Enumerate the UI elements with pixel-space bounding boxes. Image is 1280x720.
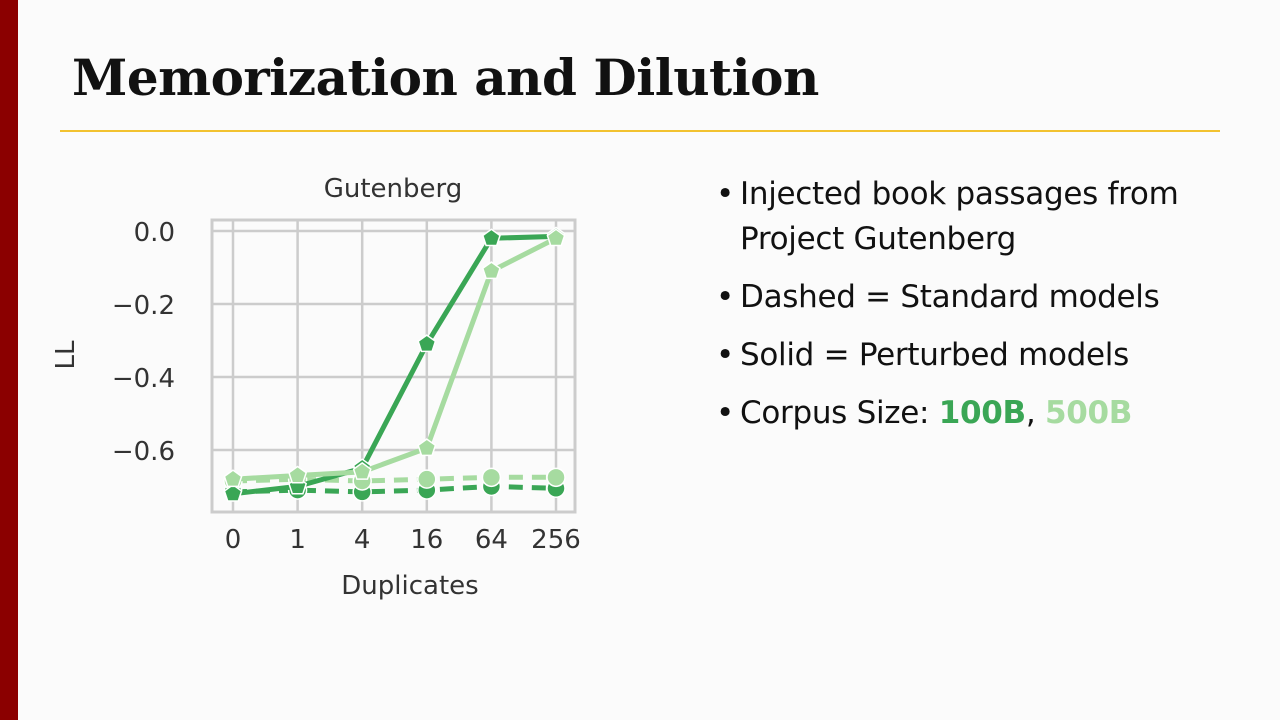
data-point xyxy=(417,469,437,489)
data-point xyxy=(417,334,437,353)
chart-title: Gutenberg xyxy=(324,174,463,204)
plot-area: 0.0 −0.2 −0.4 −0.6 0 1 4 16 64 256 xyxy=(112,218,581,555)
data-point xyxy=(481,467,502,488)
x-tick-label: 4 xyxy=(354,525,371,555)
bullet-item: Injected book passages from Project Gute… xyxy=(712,172,1252,262)
data-point xyxy=(288,465,308,484)
y-axis-label: LL xyxy=(51,340,81,369)
data-point xyxy=(352,461,372,480)
corpus-size-100b: 100B xyxy=(938,395,1026,431)
title-divider xyxy=(60,130,1220,132)
x-axis-label: Duplicates xyxy=(341,571,478,601)
x-tick-label: 256 xyxy=(531,525,581,555)
series-line-dashed-500B xyxy=(232,474,556,484)
data-point xyxy=(223,483,243,502)
y-tick-label: −0.6 xyxy=(112,437,175,467)
data-point xyxy=(481,261,501,280)
y-tick-label: −0.2 xyxy=(112,291,175,321)
bullet-item: Solid = Perturbed models xyxy=(712,333,1252,378)
corpus-size-500b: 500B xyxy=(1044,395,1133,431)
x-tick-label: 0 xyxy=(225,525,242,555)
bullet-item: Dashed = Standard models xyxy=(712,275,1252,320)
corpus-separator: , xyxy=(1025,395,1045,431)
accent-bar xyxy=(0,0,18,720)
data-point xyxy=(546,467,566,488)
data-point xyxy=(417,438,437,457)
x-tick-label: 64 xyxy=(475,525,508,555)
data-point xyxy=(481,228,501,247)
series-line-solid-500B xyxy=(232,236,558,482)
chart: Gutenberg LL Duplicates 0.0−0.2−0.4−0.60… xyxy=(51,174,581,601)
y-tick-label: −0.4 xyxy=(112,364,175,394)
x-tick-label: 1 xyxy=(289,525,306,555)
data-point xyxy=(223,469,243,488)
bullet-item-corpus-size: Corpus Size: 100B, 500B xyxy=(712,391,1252,436)
bullet-list: Injected book passages from Project Gute… xyxy=(712,172,1252,449)
series-line-dashed-100B xyxy=(232,483,557,495)
corpus-label: Corpus Size: xyxy=(740,395,939,431)
data-point xyxy=(546,228,566,247)
slide-title: Memorization and Dilution xyxy=(72,48,819,107)
series-line-solid-100B xyxy=(232,233,557,497)
x-tick-label: 16 xyxy=(410,525,443,555)
y-tick-label: 0.0 xyxy=(134,218,175,248)
plot-frame xyxy=(210,218,577,514)
